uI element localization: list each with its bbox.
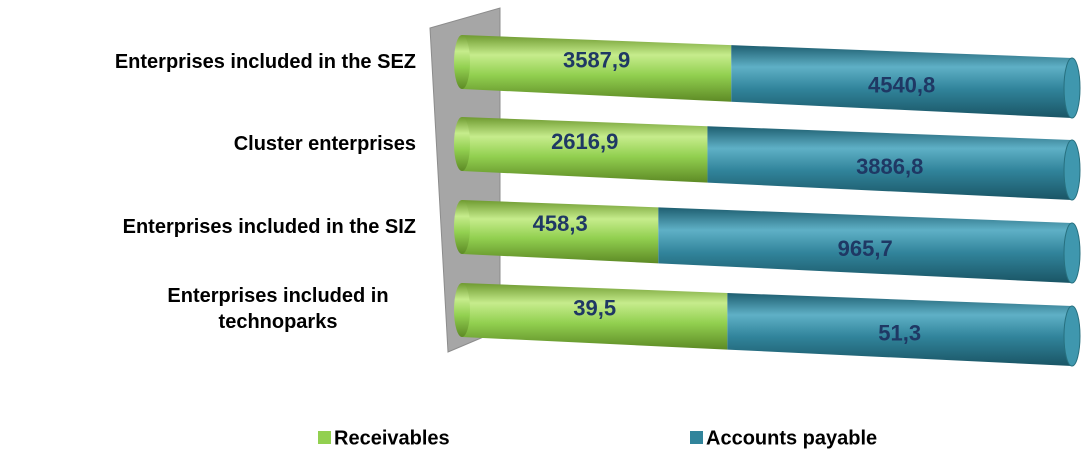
data-label: 3587,9	[563, 48, 630, 73]
data-label: 39,5	[573, 295, 616, 320]
bar-cap	[1063, 57, 1081, 119]
bar-segment	[462, 35, 732, 102]
bar-cap	[1063, 222, 1081, 284]
bar-segment	[462, 117, 708, 183]
category-label: Enterprises included in the SIZ	[122, 216, 416, 238]
category-label: Enterprises included in technoparks	[167, 285, 389, 333]
data-label: 2616,9	[551, 129, 618, 154]
legend-label: Accounts payable	[706, 427, 877, 449]
bar-cap	[454, 117, 470, 171]
bar-segment	[462, 283, 728, 350]
bar-cap	[1063, 139, 1081, 201]
legend-label: Receivables	[334, 427, 450, 449]
bar-cap	[454, 35, 470, 89]
bar-cap	[454, 283, 470, 337]
data-label: 51,3	[878, 320, 921, 345]
bar-segment	[731, 45, 1072, 118]
bar-cap	[1063, 305, 1081, 367]
legend-swatch	[318, 431, 331, 444]
bar-segment	[727, 293, 1072, 366]
category-label: Cluster enterprises	[233, 133, 416, 155]
data-label: 4540,8	[868, 73, 935, 98]
bar-segment	[462, 200, 659, 264]
category-label: Enterprises included in the SEZ	[114, 51, 416, 73]
data-label: 965,7	[838, 236, 893, 261]
bar-segment	[658, 207, 1072, 283]
data-label: 3886,8	[856, 154, 923, 179]
bar-cap	[454, 200, 470, 254]
data-label: 458,3	[533, 211, 588, 236]
legend-swatch	[690, 431, 703, 444]
bar-segment	[707, 126, 1072, 200]
